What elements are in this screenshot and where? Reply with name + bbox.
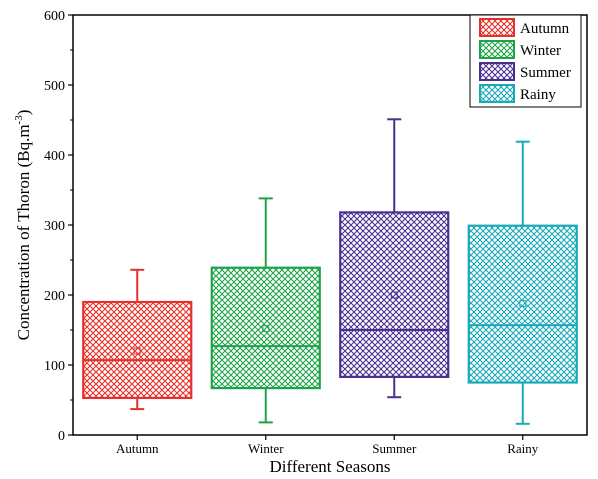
box-autumn xyxy=(82,268,193,411)
box-winter xyxy=(210,197,321,424)
iqr-box xyxy=(339,211,450,378)
x-tick-label: Winter xyxy=(248,441,284,456)
y-axis: 0 100 200 300 400 500 600 xyxy=(44,9,73,444)
y-tick-label: 600 xyxy=(44,9,65,24)
mean-marker xyxy=(519,299,527,307)
legend-label: Rainy xyxy=(520,87,556,103)
legend-label: Winter xyxy=(520,43,561,59)
mean-marker xyxy=(262,325,270,333)
mean-marker xyxy=(133,347,141,355)
legend-label: Autumn xyxy=(520,21,570,37)
legend-swatch xyxy=(479,18,515,37)
box-summer xyxy=(339,118,450,399)
y-tick-label: 100 xyxy=(44,359,65,374)
box-rainy xyxy=(467,140,578,425)
legend-swatch xyxy=(479,40,515,59)
y-tick-label: 0 xyxy=(58,429,65,444)
y-axis-title-close: ) xyxy=(14,110,33,116)
legend-label: Summer xyxy=(520,65,571,81)
y-tick-label: 500 xyxy=(44,79,65,94)
legend: Autumn Winter Summer Rainy xyxy=(469,14,582,108)
y-axis-title-main: Concentration of Thoron (Bq.m xyxy=(14,124,33,340)
x-axis-title: Different Seasons xyxy=(269,457,390,476)
iqr-box xyxy=(210,266,321,390)
y-axis-title: Concentration of Thoron (Bq.m-3) xyxy=(13,110,33,341)
box-series-group xyxy=(82,118,578,425)
mean-marker xyxy=(390,291,398,299)
y-tick-label: 300 xyxy=(44,219,65,234)
x-tick-label: Rainy xyxy=(507,441,539,456)
legend-swatch xyxy=(479,62,515,81)
y-tick-label: 400 xyxy=(44,149,65,164)
x-tick-label: Autumn xyxy=(116,441,159,456)
x-tick-label: Summer xyxy=(372,441,417,456)
legend-swatch xyxy=(479,84,515,103)
y-axis-title-superscript: -3 xyxy=(13,115,25,125)
y-tick-label: 200 xyxy=(44,289,65,304)
x-axis: Autumn Winter Summer Rainy xyxy=(116,435,539,456)
iqr-box xyxy=(467,224,578,384)
iqr-box xyxy=(82,300,193,400)
